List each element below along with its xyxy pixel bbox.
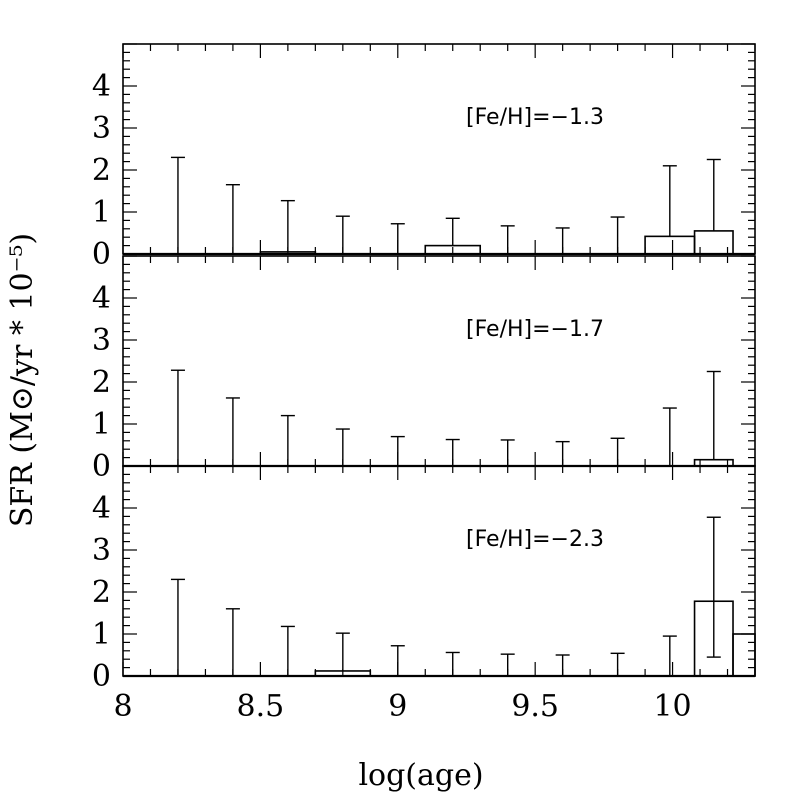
panel-label: [Fe/H]=−2.3 (466, 527, 604, 552)
panel-label: [Fe/H]=−1.3 (466, 105, 604, 130)
y-tick-label: 0 (92, 659, 111, 694)
x-tick-label: 9 (388, 689, 407, 724)
x-tick-label: 8.5 (237, 689, 285, 724)
y-tick-label: 3 (92, 111, 111, 146)
panel-frame (122, 43, 756, 255)
histogram-bar (732, 633, 756, 677)
y-tick-label: 3 (92, 533, 111, 568)
y-tick-label: 4 (92, 69, 111, 104)
panel-frame (122, 255, 756, 467)
y-tick-label: 2 (92, 575, 111, 610)
panel-label: [Fe/H]=−1.7 (466, 317, 604, 342)
y-tick-label: 0 (92, 237, 111, 272)
y-tick-label: 3 (92, 323, 111, 358)
x-tick-labels: 8 8.5 9 9.5 10 (113, 689, 691, 724)
x-tick-label: 9.5 (511, 689, 559, 724)
y-tick-label: 1 (92, 617, 111, 652)
y-tick-label: 1 (92, 195, 111, 230)
panel-2: 0 1 2 3 4 [Fe/H]=−1.7 (92, 255, 756, 484)
histogram-bar (644, 235, 696, 255)
x-tick-label: 8 (113, 689, 132, 724)
y-tick-label: 2 (92, 365, 111, 400)
panel-frame (122, 465, 756, 677)
y-axis-title: SFR (M⊙/yr * 10⁻⁵) (5, 233, 40, 527)
panel-3: 0 1 2 3 4 [Fe/H]=−2.3 (92, 465, 756, 694)
y-tick-label: 0 (92, 449, 111, 484)
x-axis-title: log(age) (358, 758, 483, 793)
y-tick-label: 2 (92, 153, 111, 188)
panel-1: 0 1 2 3 4 [Fe/H]=−1.3 (92, 43, 756, 272)
y-tick-label: 4 (92, 281, 111, 316)
y-tick-label: 1 (92, 407, 111, 442)
x-tick-label: 10 (653, 689, 691, 724)
panels-group: 0 1 2 3 4 [Fe/H]=−1.3 0 1 2 3 4 [Fe/H]=−1.7 0 1 2 3 4 [Fe… (92, 43, 756, 694)
y-tick-label: 4 (92, 491, 111, 526)
